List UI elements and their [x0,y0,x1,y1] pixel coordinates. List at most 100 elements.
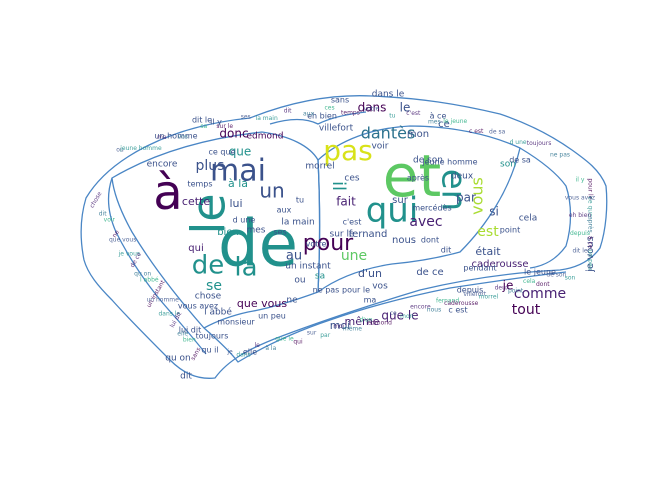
cloud-word-small: sur le [216,123,233,130]
cloud-word: il y [210,118,222,127]
cloud-word: toujours [196,332,229,341]
cloud-word: ce [438,119,450,130]
cloud-word-small: edmond [367,319,392,326]
cloud-word: de son [413,156,443,166]
cloud-word: au [286,249,302,264]
cloud-word-small: un peu [587,250,594,271]
cloud-word: une [341,248,367,264]
cloud-word: dit [180,372,192,382]
cloud-word-small: que le [275,336,294,343]
cloud-word-small: sa [200,123,207,130]
cloud-word-small: eh bien [569,212,592,219]
cloud-word-small: même [343,326,362,333]
cloud-word: tu [296,196,304,205]
cloud-word: deux [451,172,474,182]
cloud-word: chose [195,292,222,302]
cloud-word: le [182,193,236,234]
cloud-word: cela [519,214,538,224]
cloud-word: qu on [165,354,191,364]
cloud-word-small: votre [364,106,380,113]
cloud-word: pour [303,231,354,256]
cloud-word-small: je vous [118,251,140,258]
cloud-word: villefort [319,124,354,134]
cloud-word-small: le jeune [443,118,467,125]
cloud-word-small: vos [178,133,188,140]
cloud-word-small: de son [546,272,566,279]
cloud-word-small: qu on [134,271,151,278]
cloud-word: un instant [285,262,331,272]
cloud-word-small: qui [293,339,303,346]
cloud-word: ou [294,276,305,286]
cloud-word-small: encore [410,304,431,311]
cloud-word-small: temps [341,110,360,117]
cloud-word-small: jeune homme [119,145,162,152]
book-left-edge [107,177,207,355]
cloud-word-small: d'un [359,317,372,324]
cloud-word: morrel [305,162,334,172]
cloud-word-small: à la [265,345,276,352]
cloud-word: point [500,226,520,235]
cloud-word: temps [187,180,212,189]
cloud-word: un peu [258,312,286,321]
cloud-word: c est [448,306,467,315]
cloud-word-small: à ce [587,236,594,249]
cloud-word: par [456,191,476,205]
cloud-word: moi [330,319,351,332]
cloud-word: qui [188,243,203,254]
cloud-word: lui [229,197,242,210]
cloud-word-small: aux [303,111,314,118]
cloud-word-small: un homme [146,297,179,304]
cloud-word-small: dans le [158,311,180,318]
cloud-word-small: le [255,342,261,349]
cloud-word: vos [372,282,388,292]
book-spine [269,111,367,125]
cloud-word-small: de sa [489,128,506,135]
cloud-word: dit le [192,116,212,125]
cloud-word-small: morrel [479,294,499,301]
cloud-word: avec [409,214,442,230]
cloud-word: de [218,208,298,282]
cloud-word: ne [286,296,298,306]
book-lower-edge [203,271,567,363]
cloud-word: d une [233,216,256,225]
cloud-word: eh bien [307,112,337,121]
cloud-word: sur [392,195,409,206]
cloud-word: aux [277,206,292,215]
cloud-word-small: ne [111,229,121,239]
cloud-word: un [259,179,284,203]
cloud-word: dans le [372,90,405,100]
cloud-word: de ce [416,267,443,278]
cloud-word: caderousse [471,259,528,270]
cloud-word-small: la main [256,115,278,122]
cloud-word-small: ses [241,114,251,121]
cloud-word: comme [514,286,566,302]
cloud-word-small: ce que [587,197,594,218]
cloud-word: dit [441,246,451,255]
cloud-word-small: point [508,287,524,294]
cloud-word: pour le [342,286,370,295]
cloud-word: après [407,173,429,183]
cloud-word: pas [323,134,373,167]
cloud-word: ne pas [313,286,340,295]
cloud-word: si [489,205,499,219]
cloud-word: lui dit [179,326,202,335]
cloud-word: dans [358,101,387,115]
cloud-word: nous [392,235,416,246]
cloud-word: le [400,101,411,115]
cloud-word: qu il [201,346,218,355]
cloud-word-small: dont [536,281,550,288]
cloud-word-small: après [587,216,594,233]
cloud-word: à la [228,177,248,190]
cloud-word: est [477,224,499,240]
cloud-word: pendant [463,264,496,273]
cloud-word: d'un [358,267,382,280]
cloud-word: ses [273,228,286,237]
cloud-word-small: l abbé [140,277,159,284]
cloud-word: que [229,145,252,159]
cloud-word-small: depuis [570,230,590,237]
book-outline [80,95,608,379]
cloud-word: tout [512,302,541,318]
cloud-word: vous [468,177,487,215]
cloud-word-small: ma [157,134,167,141]
